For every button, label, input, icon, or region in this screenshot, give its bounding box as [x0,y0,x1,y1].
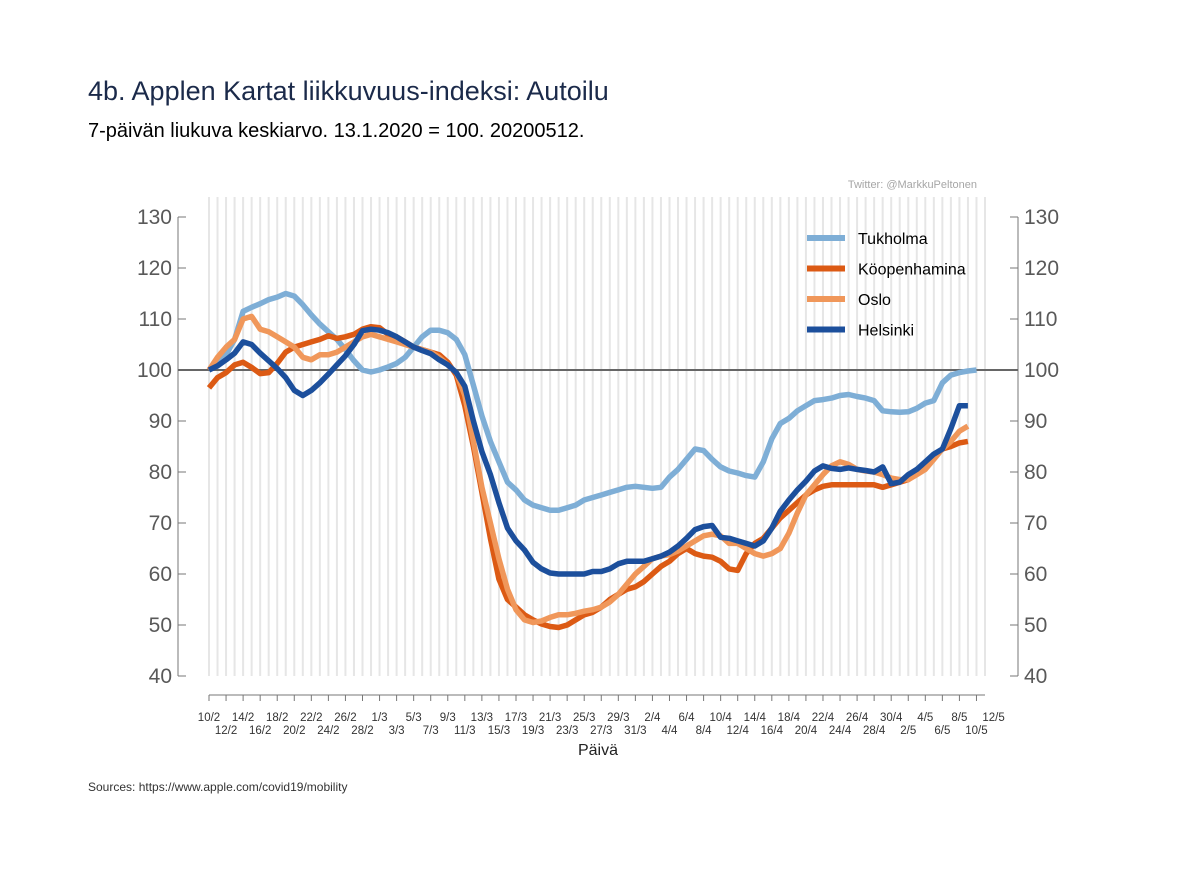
x-tick-label: 16/4 [761,725,784,737]
x-tick-label: 28/4 [863,725,886,737]
legend-label: Tukholma [858,231,928,248]
y-tick-label-right: 110 [1024,308,1057,331]
source-text: Sources: https://www.apple.com/covid19/m… [88,780,348,794]
x-tick-label: 22/4 [812,712,835,724]
x-tick-label: 20/4 [795,725,818,737]
x-tick-label: 8/5 [951,712,967,724]
legend-label: Helsinki [858,323,914,340]
x-tick-label: 14/2 [232,712,254,724]
x-tick-label: 26/4 [846,712,869,724]
x-tick-label: 9/3 [440,712,456,724]
x-tick-label: 8/4 [696,725,713,737]
x-tick-label: 30/4 [880,712,903,724]
x-tick-label: 7/3 [423,725,439,737]
series-line-helsinki [207,326,968,577]
y-tick-label-right: 100 [1024,359,1059,382]
x-tick-label: 19/3 [522,725,544,737]
x-tick-label: 15/3 [488,725,510,737]
x-tick-label: 13/3 [471,712,493,724]
x-tick-label: 20/2 [283,725,305,737]
x-tick-label: 6/4 [679,712,696,724]
x-tick-label: 27/3 [590,725,612,737]
chart-legend: Tukholma Köopenhamina Oslo Helsinki [807,231,966,340]
x-tick-label: 1/3 [372,712,388,724]
x-tick-label: 6/5 [934,725,950,737]
x-tick-label: 24/2 [317,725,339,737]
y-tick-label-left: 90 [149,410,172,433]
x-tick-label: 18/2 [266,712,288,724]
x-tick-label: 10/5 [965,725,987,737]
x-tick-label: 28/2 [351,725,373,737]
y-tick-label-left: 130 [137,206,172,229]
series-line-oslo [206,313,970,626]
x-tick-label: 5/3 [406,712,422,724]
x-tick-label: 12/5 [982,712,1004,724]
chart-subtitle: 7-päivän liukuva keskiarvo. 13.1.2020 = … [88,120,585,142]
x-tick-label: 21/3 [539,712,561,724]
y-tick-label-left: 120 [137,257,172,280]
y-tick-label-right: 120 [1024,257,1059,280]
y-tick-label-left: 40 [149,665,172,688]
x-tick-label: 22/2 [300,712,322,724]
x-tick-label: 4/5 [917,712,933,724]
y-tick-label-left: 80 [149,461,172,484]
y-tick-label-left: 60 [149,563,172,586]
x-tick-label: 3/3 [389,725,405,737]
chart-title: 4b. Applen Kartat liikkuvuus-indeksi: Au… [88,76,609,106]
x-tick-label: 4/4 [661,725,678,737]
y-tick-label-right: 40 [1024,665,1047,688]
series-line-köopenhamina [206,323,969,631]
x-tick-label: 10/2 [198,712,220,724]
x-tick-label: 2/5 [900,725,916,737]
y-tick-label-right: 60 [1024,563,1047,586]
x-tick-label: 12/2 [215,725,237,737]
legend-label: Köopenhamina [858,262,966,279]
y-tick-label-right: 50 [1024,614,1047,637]
y-tick-label-left: 110 [139,308,172,331]
legend-label: Oslo [858,292,891,309]
x-tick-label: 26/2 [334,712,356,724]
x-axis-label: Päivä [578,742,618,759]
y-tick-label-left: 50 [149,614,172,637]
x-tick-label: 24/4 [829,725,852,737]
x-tick-label: 31/3 [624,725,646,737]
chart-axes: 40 40 50 50 60 60 70 70 80 80 90 90 100 100 110 110 120 1… [137,206,1059,737]
credit-text: Twitter: @MarkkuPeltonen [847,179,977,191]
y-tick-label-left: 70 [149,512,172,535]
y-tick-label-right: 80 [1024,461,1047,484]
x-tick-label: 12/4 [727,725,750,737]
x-tick-label: 2/4 [644,712,661,724]
x-tick-label: 25/3 [573,712,595,724]
x-tick-label: 14/4 [744,712,767,724]
y-tick-label-right: 130 [1024,206,1059,229]
y-tick-label-left: 100 [137,359,172,382]
x-tick-label: 17/3 [505,712,527,724]
y-tick-label-right: 70 [1024,512,1047,535]
chart-series [206,290,977,631]
x-tick-label: 18/4 [778,712,801,724]
x-tick-label: 23/3 [556,725,578,737]
x-tick-label: 16/2 [249,725,271,737]
x-tick-label: 29/3 [607,712,629,724]
y-tick-label-right: 90 [1024,410,1047,433]
x-tick-label: 11/3 [454,725,476,737]
x-tick-label: 10/4 [709,712,732,724]
